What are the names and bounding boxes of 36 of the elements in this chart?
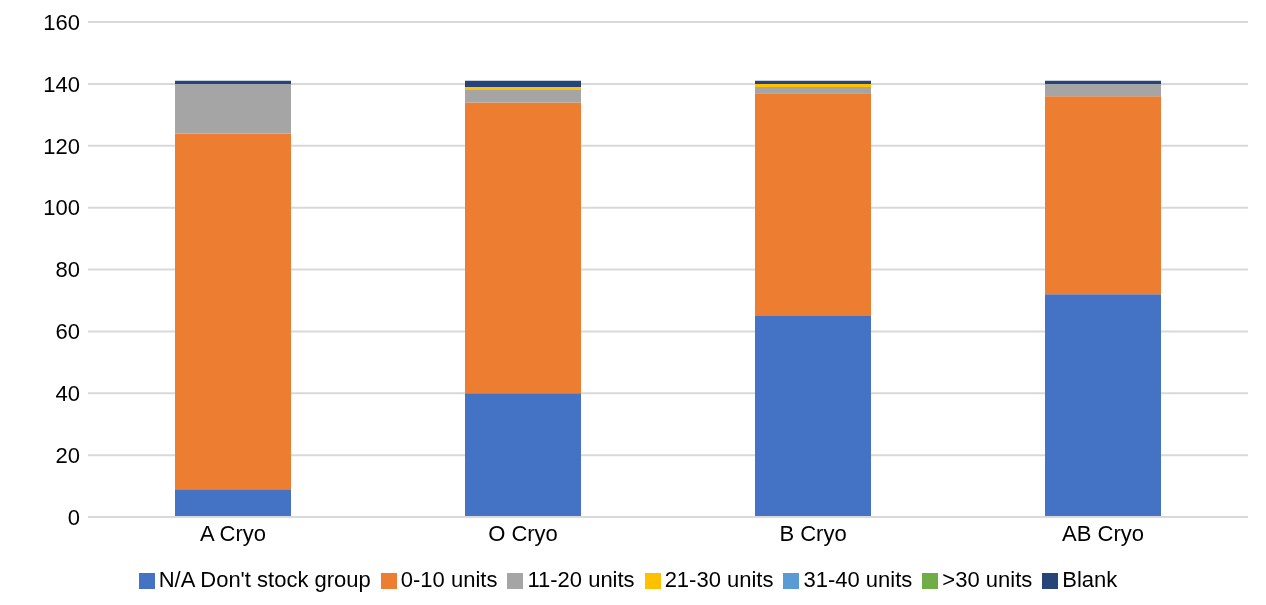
legend-label: >30 units [942, 567, 1033, 592]
bar [465, 80, 581, 87]
bar [465, 86, 581, 91]
bar [1045, 83, 1161, 97]
legend-label: 31-40 units [803, 567, 913, 592]
x-tick-label: A Cryo [199, 520, 267, 546]
y-tick-label: 40 [55, 381, 80, 407]
y-tick-label: 60 [55, 319, 80, 345]
y-tick-label: 140 [43, 71, 80, 97]
y-tick-label: 160 [43, 9, 80, 35]
bar [175, 83, 291, 134]
x-tick-label: AB Cryo [1062, 520, 1144, 546]
y-tick-label: 120 [43, 133, 80, 159]
bar [1045, 80, 1161, 84]
bar [465, 393, 581, 517]
bar [1045, 294, 1161, 517]
bar [465, 102, 581, 394]
y-tick-label: 20 [55, 442, 80, 468]
y-tick-label: 80 [55, 257, 80, 283]
bar [175, 133, 291, 490]
legend-label: 11-20 units [527, 567, 635, 592]
bar [755, 315, 871, 517]
x-tick-label: O Cryo [488, 520, 558, 546]
bar [465, 90, 581, 103]
legend-label: 21-30 units [664, 567, 774, 592]
y-tick-label: 0 [67, 504, 80, 530]
legend-label: 0-10 units [400, 567, 498, 592]
x-tick-label: B Cryo [779, 520, 847, 546]
y-tick-label: 100 [43, 195, 80, 221]
legend-label: Blank [1062, 567, 1118, 592]
bar [175, 489, 291, 517]
bar [755, 93, 871, 316]
bar [1045, 96, 1161, 295]
bar [755, 86, 871, 94]
legend-label: N/A Don't stock group [158, 567, 371, 592]
bar [175, 80, 291, 84]
